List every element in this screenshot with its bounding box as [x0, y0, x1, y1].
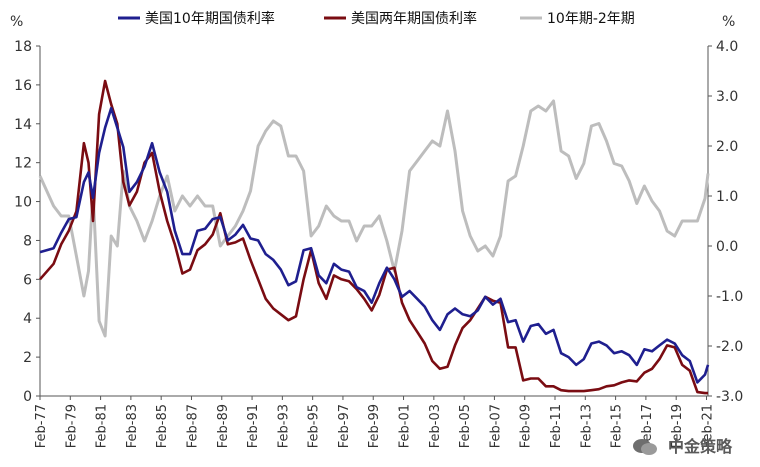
x-tick-label: Feb-05: [458, 404, 473, 448]
right-tick-label: -2.0: [716, 339, 743, 355]
right-tick-label: 2.0: [716, 139, 738, 155]
series-line-0: [39, 106, 710, 384]
x-tick-label: Feb-93: [276, 404, 291, 448]
watermark: 中金策略: [632, 433, 732, 458]
right-tick-label: -3.0: [716, 389, 743, 405]
x-tick-label: Feb-09: [519, 404, 534, 448]
axes: 0 2 4 6 8 10 12 14 16 18 -3.0 -2.0 -1.0 0.0 1.0 2.0 3.0 4…: [14, 39, 743, 448]
legend-label-2: 10年期-2年期: [547, 11, 635, 27]
x-tick-label: Feb-89: [216, 404, 231, 448]
right-axis-unit: %: [722, 14, 735, 30]
right-tick-label: 1.0: [716, 189, 738, 205]
x-tick-label: Feb-97: [337, 404, 352, 448]
left-tick-label: 8: [23, 233, 32, 249]
left-tick-label: 16: [14, 78, 32, 94]
x-tick-label: Feb-13: [579, 404, 594, 448]
x-tick-label: Feb-79: [64, 404, 79, 448]
x-tick-label: Feb-95: [307, 404, 322, 448]
left-tick-label: 0: [23, 389, 32, 405]
series-lines: [38, 79, 710, 395]
left-tick-label: 14: [14, 117, 32, 133]
x-tick-label: Feb-17: [640, 404, 655, 448]
x-tick-label: Feb-11: [549, 404, 564, 448]
left-tick-label: 12: [14, 156, 32, 172]
x-tick-label: Feb-81: [95, 404, 110, 448]
x-tick-label: Feb-99: [367, 404, 382, 448]
x-tick-label: Feb-15: [610, 404, 625, 448]
left-tick-label: 6: [23, 272, 32, 288]
x-tick-label: Feb-91: [246, 404, 261, 448]
x-tick-label: Feb-21: [700, 404, 715, 448]
left-tick-label: 18: [14, 39, 32, 55]
left-tick-label: 4: [23, 311, 32, 327]
x-tick-label: Feb-19: [670, 404, 685, 448]
x-tick-label: Feb-03: [428, 404, 443, 448]
x-tick-label: Feb-83: [125, 404, 140, 448]
series-line-2: [38, 99, 710, 338]
legend-label-1: 美国两年期国债利率: [351, 10, 477, 27]
right-tick-label: 0.0: [716, 239, 738, 255]
x-tick-label: Feb-07: [488, 404, 503, 448]
left-tick-label: 10: [14, 195, 32, 211]
x-tick-label: Feb-85: [155, 404, 170, 448]
x-tick-label: Feb-01: [398, 404, 413, 448]
right-tick-label: -1.0: [716, 289, 743, 305]
x-tick-label: Feb-87: [185, 404, 200, 448]
x-tick-label: Feb-77: [34, 404, 49, 448]
wechat-logo-icon: [633, 439, 658, 455]
left-tick-label: 2: [23, 350, 32, 366]
legend-label-0: 美国10年期国债利率: [145, 10, 275, 27]
right-tick-label: 3.0: [716, 89, 738, 105]
watermark-text: 中金策略: [667, 436, 732, 456]
left-axis-unit: %: [10, 14, 23, 30]
legend: 美国10年期国债利率 美国两年期国债利率 10年期-2年期: [118, 10, 635, 27]
right-tick-label: 4.0: [716, 39, 738, 55]
